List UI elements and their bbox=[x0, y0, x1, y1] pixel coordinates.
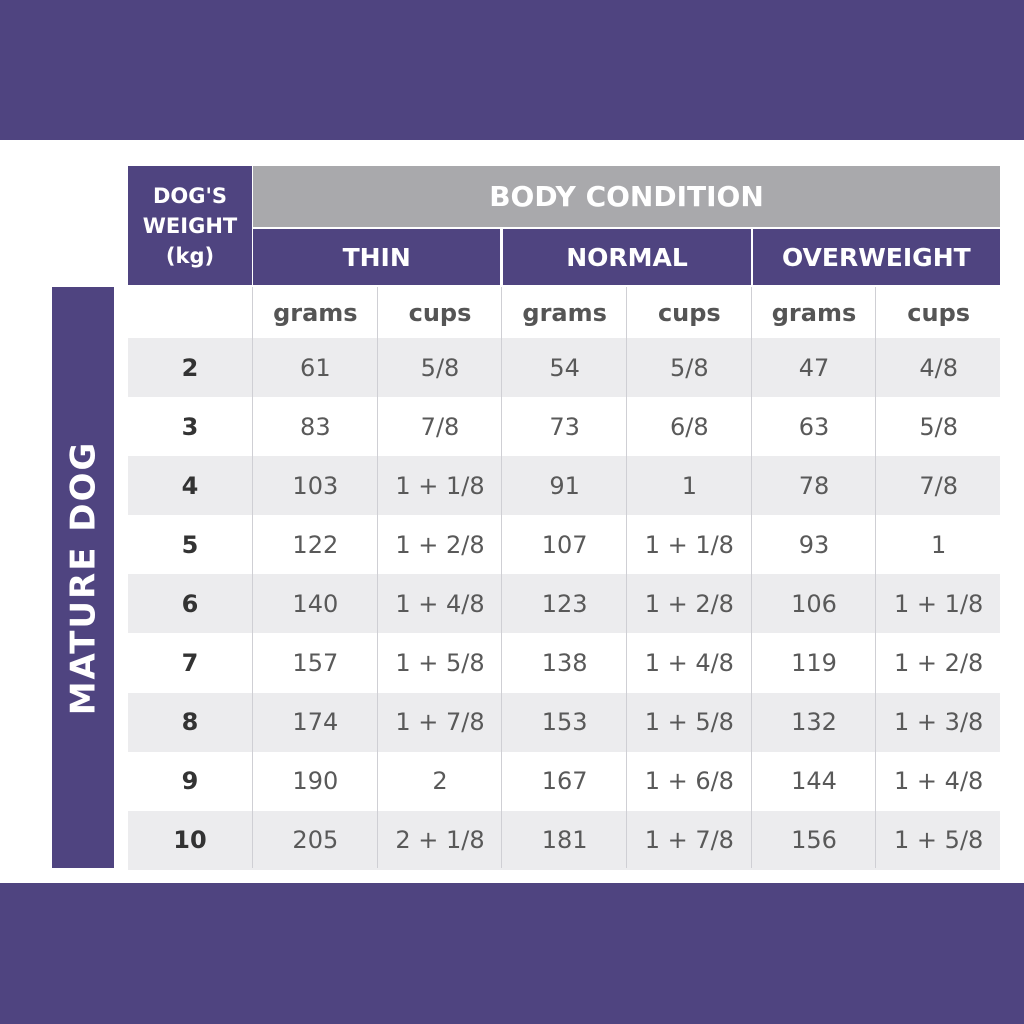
value-cell: 1 + 5/8 bbox=[395, 649, 485, 678]
value-cell: 1 + 4/8 bbox=[395, 589, 485, 618]
value-cell: 138 bbox=[541, 649, 588, 678]
value-cell: 61 bbox=[300, 353, 331, 382]
value-cell: 47 bbox=[798, 353, 830, 382]
value-cell: 107 bbox=[541, 530, 588, 559]
weight-cell: 3 bbox=[181, 412, 199, 441]
value-cell: 73 bbox=[549, 412, 580, 441]
value-cell: 7/8 bbox=[919, 471, 958, 500]
value-cell: 2 + 1/8 bbox=[395, 826, 485, 855]
value-cell: 122 bbox=[292, 530, 339, 559]
value-cell: 119 bbox=[791, 649, 837, 678]
column-divider bbox=[626, 287, 627, 868]
side-label: MATURE DOG bbox=[63, 440, 103, 715]
value-cell: 5/8 bbox=[670, 353, 709, 382]
value-cell: 157 bbox=[292, 649, 339, 678]
value-cell: 7/8 bbox=[420, 412, 460, 441]
unit-header: grams bbox=[273, 298, 358, 327]
weight-cell: 2 bbox=[181, 353, 199, 382]
side-label-bar: MATURE DOG bbox=[52, 287, 114, 868]
column-divider bbox=[875, 287, 877, 868]
unit-header: grams bbox=[522, 298, 607, 327]
column-divider bbox=[750, 287, 752, 868]
value-cell: 1 + 6/8 bbox=[644, 767, 734, 796]
column-divider bbox=[376, 287, 378, 868]
weight-cell: 4 bbox=[181, 471, 199, 500]
weight-header: DOG'S WEIGHT (kg) bbox=[128, 166, 252, 285]
row-bg bbox=[128, 692, 1000, 752]
weight-cell: 9 bbox=[181, 767, 199, 796]
top-band bbox=[0, 0, 1024, 140]
value-cell: 91 bbox=[549, 471, 580, 500]
value-cell: 1 + 3/8 bbox=[894, 708, 984, 737]
value-cell: 6/8 bbox=[670, 412, 709, 441]
value-cell: 1 + 7/8 bbox=[395, 708, 485, 737]
condition-header: THIN bbox=[253, 229, 501, 285]
value-cell: 1 + 2/8 bbox=[894, 649, 984, 678]
value-cell: 1 + 2/8 bbox=[395, 530, 485, 559]
value-cell: 83 bbox=[300, 412, 331, 441]
value-cell: 54 bbox=[549, 353, 580, 382]
weight-cell: 6 bbox=[181, 589, 199, 618]
value-cell: 181 bbox=[541, 826, 588, 855]
value-cell: 156 bbox=[791, 826, 837, 855]
value-cell: 1 + 2/8 bbox=[644, 589, 734, 618]
value-cell: 190 bbox=[292, 767, 339, 796]
column-divider bbox=[501, 287, 503, 868]
value-cell: 1 bbox=[681, 471, 697, 500]
value-cell: 123 bbox=[541, 589, 588, 618]
value-cell: 106 bbox=[791, 589, 837, 618]
value-cell: 1 + 7/8 bbox=[644, 826, 734, 855]
unit-header: grams bbox=[771, 298, 857, 327]
value-cell: 1 + 4/8 bbox=[894, 767, 984, 796]
unit-header: cups bbox=[657, 298, 721, 327]
row-bg bbox=[128, 633, 1000, 693]
condition-header: NORMAL bbox=[503, 229, 751, 285]
group-header: BODY CONDITION bbox=[253, 166, 1000, 227]
value-cell: 93 bbox=[798, 530, 830, 559]
weight-cell: 10 bbox=[173, 826, 207, 855]
weight-cell: 5 bbox=[181, 530, 199, 559]
bottom-band bbox=[0, 883, 1024, 1024]
row-bg bbox=[128, 456, 1000, 516]
unit-header: cups bbox=[907, 298, 971, 327]
value-cell: 205 bbox=[292, 826, 339, 855]
value-cell: 144 bbox=[791, 767, 837, 796]
value-cell: 153 bbox=[541, 708, 588, 737]
row-bg bbox=[128, 574, 1000, 634]
value-cell: 1 + 5/8 bbox=[894, 826, 984, 855]
unit-header: cups bbox=[408, 298, 472, 327]
value-cell: 4/8 bbox=[919, 353, 958, 382]
value-cell: 103 bbox=[292, 471, 339, 500]
value-cell: 2 bbox=[432, 767, 448, 796]
value-cell: 1 + 5/8 bbox=[644, 708, 734, 737]
value-cell: 167 bbox=[541, 767, 588, 796]
value-cell: 132 bbox=[791, 708, 837, 737]
value-cell: 174 bbox=[292, 708, 339, 737]
row-bg bbox=[128, 810, 1000, 870]
value-cell: 63 bbox=[798, 412, 830, 441]
value-cell: 1 + 4/8 bbox=[644, 649, 734, 678]
value-cell: 1 + 1/8 bbox=[644, 530, 734, 559]
value-cell: 140 bbox=[292, 589, 339, 618]
row-bg bbox=[128, 515, 1000, 575]
condition-header: OVERWEIGHT bbox=[752, 229, 1000, 285]
value-cell: 78 bbox=[798, 471, 830, 500]
value-cell: 1 + 1/8 bbox=[894, 589, 984, 618]
column-divider bbox=[252, 287, 253, 868]
row-bg bbox=[128, 397, 1000, 457]
value-cell: 5/8 bbox=[420, 353, 460, 382]
value-cell: 1 + 1/8 bbox=[395, 471, 485, 500]
weight-cell: 7 bbox=[181, 649, 199, 678]
value-cell: 5/8 bbox=[919, 412, 958, 441]
row-bg bbox=[128, 751, 1000, 811]
weight-cell: 8 bbox=[181, 708, 199, 737]
row-bg bbox=[128, 338, 1000, 398]
value-cell: 1 bbox=[931, 530, 947, 559]
